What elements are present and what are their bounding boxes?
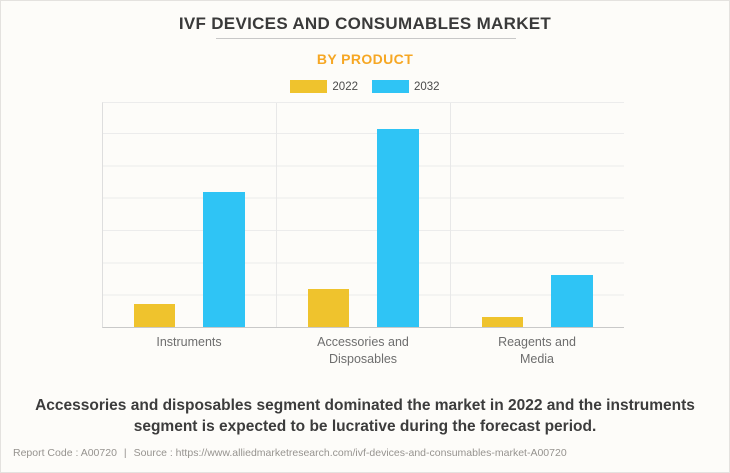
x-axis-labels: Instruments Accessories and Disposables Re… [102, 334, 624, 368]
legend-swatch-2022 [290, 80, 328, 93]
summary-text: Accessories and disposables segment domi… [35, 397, 695, 435]
category-label-0: Instruments [156, 335, 222, 349]
category-label-1: Accessories and Disposables [317, 335, 409, 366]
category-label-2: Reagents and Media [498, 335, 576, 366]
legend-label-2022: 2022 [332, 80, 358, 93]
plot-area [102, 102, 624, 328]
source-url: Source : https://www.alliedmarketresearc… [133, 447, 567, 459]
page-title: IVF DEVICES AND CONSUMABLES MARKET [178, 14, 552, 33]
bar-group-0 [103, 103, 276, 327]
bar-group-1 [276, 103, 450, 327]
legend-label-2032: 2032 [414, 80, 440, 93]
bar-2032-category-0 [203, 191, 245, 327]
chart-legend: 2022 2032 [1, 80, 729, 93]
report-code: Report Code : A00720 [13, 447, 117, 459]
bar-2022-category-0 [134, 303, 175, 327]
footer: Report Code : A00720 | Source : https://ww… [13, 447, 717, 459]
legend-swatch-2032 [372, 80, 409, 93]
bar-2022-category-2 [482, 317, 523, 327]
title-divider [216, 38, 516, 39]
bar-2032-category-2 [551, 275, 593, 327]
chart-subtitle: BY PRODUCT [316, 51, 414, 67]
bar-2022-category-1 [308, 289, 349, 327]
bar-2032-category-1 [377, 128, 419, 327]
bar-group-2 [450, 103, 624, 327]
footer-separator: | [123, 447, 127, 459]
